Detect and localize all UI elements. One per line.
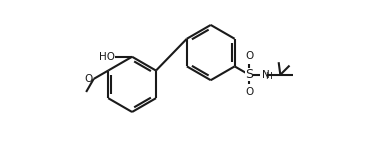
Text: HO: HO	[99, 52, 114, 62]
Text: N: N	[262, 70, 270, 80]
Text: O: O	[245, 87, 253, 97]
Text: S: S	[245, 68, 253, 81]
Text: O: O	[245, 51, 253, 61]
Text: H: H	[266, 72, 272, 81]
Text: O: O	[85, 74, 93, 84]
